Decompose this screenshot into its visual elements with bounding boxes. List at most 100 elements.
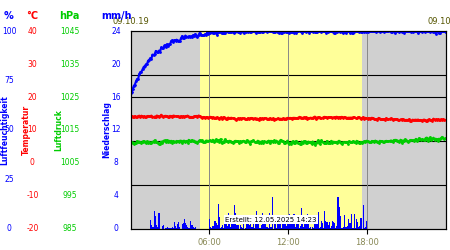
- Bar: [153, 227, 154, 229]
- Bar: [257, 218, 258, 229]
- Text: Erstellt: 12.05.2025 14:23: Erstellt: 12.05.2025 14:23: [225, 217, 316, 223]
- Bar: [223, 228, 225, 229]
- Bar: [301, 208, 302, 229]
- Bar: [309, 228, 310, 229]
- Bar: [174, 222, 175, 229]
- Bar: [255, 221, 256, 229]
- Text: 0: 0: [30, 158, 35, 168]
- Bar: [170, 228, 171, 229]
- Bar: [193, 227, 194, 229]
- Text: 1015: 1015: [60, 126, 79, 134]
- Text: %: %: [4, 11, 14, 21]
- Bar: [264, 223, 265, 229]
- Text: hPa: hPa: [59, 11, 80, 21]
- Bar: [216, 224, 218, 229]
- Bar: [351, 214, 352, 229]
- Bar: [186, 225, 187, 229]
- Bar: [277, 222, 278, 229]
- Bar: [252, 227, 253, 229]
- Bar: [305, 224, 306, 229]
- Text: 100: 100: [2, 27, 16, 36]
- Bar: [258, 215, 260, 229]
- Bar: [190, 221, 191, 229]
- Bar: [230, 227, 231, 229]
- Bar: [226, 226, 228, 229]
- Bar: [155, 216, 156, 229]
- Bar: [211, 228, 212, 229]
- Bar: [325, 221, 326, 229]
- Text: 0: 0: [114, 224, 118, 233]
- Bar: [353, 228, 354, 229]
- Bar: [243, 218, 244, 229]
- Bar: [328, 222, 330, 229]
- Bar: [156, 225, 157, 229]
- Text: 1025: 1025: [60, 92, 79, 102]
- Bar: [253, 224, 254, 229]
- Bar: [167, 228, 168, 229]
- Bar: [268, 228, 270, 229]
- Bar: [365, 228, 366, 229]
- Bar: [212, 226, 213, 229]
- Bar: [306, 216, 307, 229]
- Text: 985: 985: [63, 224, 77, 233]
- Bar: [342, 228, 343, 229]
- Bar: [228, 213, 229, 229]
- Bar: [286, 226, 287, 229]
- Bar: [275, 224, 276, 229]
- Bar: [291, 220, 293, 229]
- Bar: [219, 216, 220, 229]
- Bar: [298, 217, 299, 229]
- Text: 75: 75: [4, 76, 14, 85]
- Bar: [222, 225, 223, 229]
- Bar: [278, 221, 279, 229]
- Text: 40: 40: [27, 27, 37, 36]
- Bar: [236, 225, 238, 229]
- Text: 1045: 1045: [60, 27, 80, 36]
- Bar: [178, 222, 180, 229]
- Bar: [267, 227, 268, 229]
- Text: Luftfeuchtigkeit: Luftfeuchtigkeit: [0, 95, 9, 165]
- Bar: [166, 228, 167, 229]
- Bar: [322, 223, 323, 229]
- Bar: [326, 222, 328, 229]
- Bar: [330, 228, 331, 229]
- Bar: [324, 210, 325, 229]
- Bar: [183, 222, 184, 229]
- Text: 25: 25: [4, 175, 14, 184]
- Bar: [266, 227, 267, 229]
- Bar: [171, 228, 172, 229]
- Bar: [152, 227, 153, 229]
- Bar: [270, 226, 271, 229]
- Bar: [318, 212, 319, 229]
- Text: 16: 16: [111, 92, 121, 102]
- Bar: [306, 214, 308, 229]
- Bar: [289, 214, 290, 229]
- Bar: [320, 227, 321, 229]
- Bar: [364, 228, 365, 229]
- Bar: [321, 222, 322, 229]
- Bar: [265, 222, 266, 229]
- Bar: [218, 204, 219, 229]
- Text: -20: -20: [26, 224, 39, 233]
- Bar: [263, 217, 264, 229]
- Text: 8: 8: [114, 158, 118, 168]
- Bar: [210, 227, 211, 229]
- Bar: [331, 226, 332, 229]
- Bar: [246, 222, 248, 229]
- Text: Temperatur: Temperatur: [22, 105, 31, 155]
- Text: 1035: 1035: [60, 60, 80, 69]
- Bar: [313, 228, 315, 229]
- Bar: [151, 225, 152, 229]
- Text: 20: 20: [27, 92, 37, 102]
- Text: Niederschlag: Niederschlag: [103, 102, 112, 158]
- Bar: [240, 225, 241, 229]
- Bar: [312, 227, 313, 229]
- Bar: [366, 221, 367, 229]
- Bar: [261, 225, 262, 229]
- Bar: [284, 222, 285, 229]
- Bar: [181, 224, 183, 229]
- Bar: [343, 227, 344, 229]
- Bar: [341, 228, 342, 229]
- Bar: [173, 228, 174, 229]
- Bar: [271, 196, 273, 229]
